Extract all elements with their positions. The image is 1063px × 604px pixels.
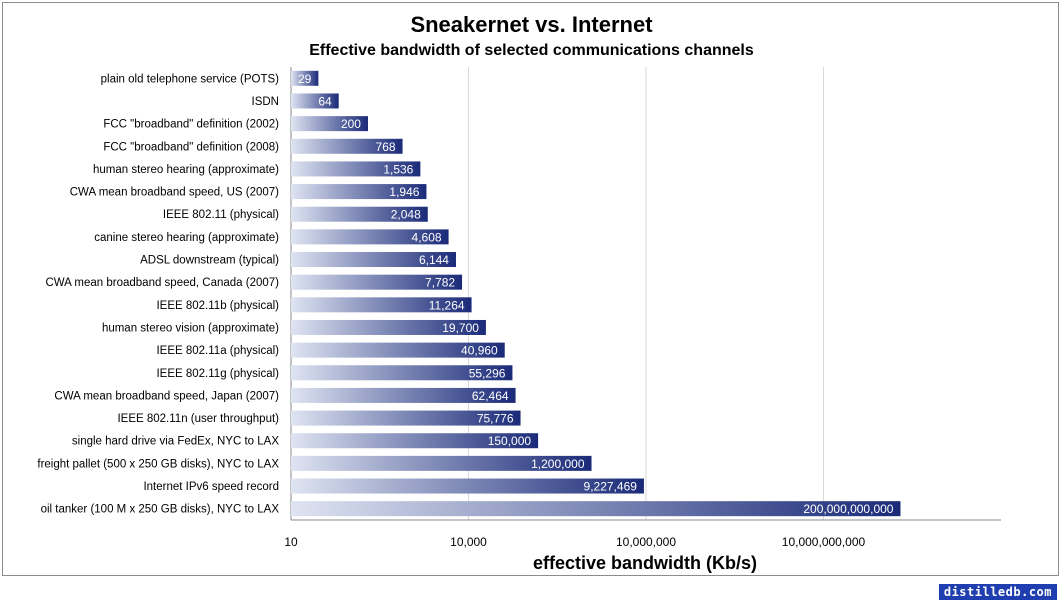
bar-value-label: 75,776 xyxy=(477,412,514,426)
category-label: single hard drive via FedEx, NYC to LAX xyxy=(72,436,279,448)
category-label: canine stereo hearing (approximate) xyxy=(94,232,279,244)
watermark-logo: distilledb.com xyxy=(938,584,1057,600)
bar xyxy=(291,365,513,381)
bar xyxy=(291,274,463,290)
bar-value-label: 19,700 xyxy=(442,321,479,335)
category-label: CWA mean broadband speed, Canada (2007) xyxy=(45,277,279,289)
bar-value-label: 7,782 xyxy=(425,276,455,290)
bar xyxy=(291,206,428,222)
bar xyxy=(291,319,486,335)
bar-value-label: 11,264 xyxy=(429,298,465,312)
bar xyxy=(291,161,421,177)
category-label: ISDN xyxy=(252,96,279,108)
bar-value-label: 200 xyxy=(341,117,361,131)
x-tick-label: 10,000 xyxy=(450,535,487,549)
bar xyxy=(291,501,901,517)
bar-value-label: 4,608 xyxy=(412,230,442,244)
bar-value-label: 55,296 xyxy=(469,366,506,380)
category-label: IEEE 802.11 (physical) xyxy=(163,209,279,221)
bar xyxy=(291,93,339,109)
category-label: CWA mean broadband speed, US (2007) xyxy=(70,187,279,199)
category-label: ADSL downstream (typical) xyxy=(140,255,279,267)
bar xyxy=(291,297,472,313)
bar-value-label: 40,960 xyxy=(461,344,498,358)
bar-value-label: 6,144 xyxy=(419,253,449,267)
category-label: IEEE 802.11g (physical) xyxy=(156,368,279,380)
bar-value-label: 62,464 xyxy=(472,389,509,403)
category-label: oil tanker (100 M x 250 GB disks), NYC t… xyxy=(41,504,280,516)
category-label: Internet IPv6 speed record xyxy=(143,481,279,493)
x-tick-label: 10,000,000,000 xyxy=(782,535,866,549)
bar-value-label: 1,200,000 xyxy=(531,457,585,471)
category-label: CWA mean broadband speed, Japan (2007) xyxy=(54,390,279,402)
category-label: human stereo vision (approximate) xyxy=(102,322,279,334)
x-axis-title: effective bandwidth (Kb/s) xyxy=(533,553,757,573)
bar xyxy=(291,184,427,200)
bar xyxy=(291,387,516,403)
category-label: human stereo hearing (approximate) xyxy=(93,164,279,176)
bar-value-label: 29 xyxy=(298,72,312,86)
category-label: IEEE 802.11n (user throughput) xyxy=(117,413,279,425)
chart-subtitle: Effective bandwidth of selected communic… xyxy=(309,42,754,59)
bar-value-label: 200,000,000,000 xyxy=(803,502,893,516)
category-label: freight pallet (500 x 250 GB disks), NYC… xyxy=(37,458,279,470)
bar xyxy=(291,433,539,449)
x-tick-label: 10 xyxy=(284,535,298,549)
category-label: FCC "broadband" definition (2008) xyxy=(103,141,279,153)
bar-value-label: 768 xyxy=(376,140,396,154)
bar xyxy=(291,116,368,132)
bar-value-label: 9,227,469 xyxy=(584,480,638,494)
bar xyxy=(291,478,644,494)
bar-value-label: 2,048 xyxy=(391,208,421,222)
bar xyxy=(291,252,456,268)
bar xyxy=(291,229,449,245)
bar-value-label: 1,946 xyxy=(389,185,419,199)
bar-value-label: 64 xyxy=(318,94,332,108)
bar xyxy=(291,70,319,86)
bar xyxy=(291,138,403,154)
bar xyxy=(291,342,505,358)
category-label: IEEE 802.11a (physical) xyxy=(156,345,279,357)
chart-title: Sneakernet vs. Internet xyxy=(410,12,653,37)
bar-value-label: 1,536 xyxy=(383,162,413,176)
category-label: IEEE 802.11b (physical) xyxy=(156,300,279,312)
bar xyxy=(291,455,592,471)
bar-value-label: 150,000 xyxy=(488,434,532,448)
category-label: plain old telephone service (POTS) xyxy=(101,73,280,85)
x-tick-label: 10,000,000 xyxy=(616,535,676,549)
bar xyxy=(291,410,521,426)
category-label: FCC "broadband" definition (2002) xyxy=(103,119,279,131)
